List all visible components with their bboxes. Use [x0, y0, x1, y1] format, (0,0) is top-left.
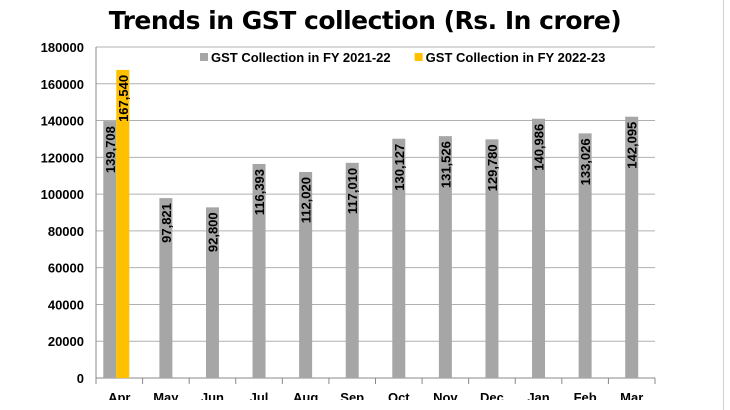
bar-fy2021-22-jan: [532, 118, 546, 379]
bar-fy2021-22-aug: [299, 172, 313, 378]
y-tick-label: 120000: [41, 150, 84, 165]
data-label: 130,127: [392, 144, 407, 191]
chart-title: Trends in GST collection (Rs. In crore): [108, 6, 622, 35]
x-tick-label: Aug: [293, 390, 318, 400]
bar-fy2021-22-nov: [438, 136, 452, 378]
legend-label: GST Collection in FY 2022-23: [426, 50, 606, 65]
data-label: 129,780: [485, 144, 500, 191]
bar-chart: 0 20000 40000 60000 80000 100000 120000 140000 1…: [41, 40, 656, 400]
bar-fy2021-22-feb: [578, 133, 592, 378]
data-label: 167,540: [116, 75, 131, 122]
data-label: 131,526: [438, 141, 453, 188]
x-tick-label: Nov: [433, 390, 458, 400]
y-tick-label: 60000: [48, 261, 84, 276]
bar-fy2022-23-apr: [116, 69, 130, 379]
x-tick-label: Sep: [340, 390, 364, 400]
legend-swatch: [200, 53, 208, 61]
y-tick-label: 40000: [48, 297, 84, 312]
y-tick-label: 100000: [41, 187, 84, 202]
bar-fy2021-22-sep: [345, 162, 359, 378]
y-tick-label: 0: [77, 371, 84, 386]
data-label: 139,708: [103, 126, 118, 173]
bar-fy2021-22-oct: [392, 138, 406, 378]
x-tick-label: Feb: [574, 390, 597, 400]
y-tick-label: 160000: [41, 77, 84, 92]
x-tick-label: Apr: [108, 390, 130, 400]
bar-fy2021-22-jun: [205, 207, 219, 378]
legend-swatch: [414, 53, 423, 61]
y-tick-label: 140000: [41, 114, 84, 129]
y-tick-label: 80000: [48, 224, 84, 239]
bar-fy2021-22-may: [159, 198, 173, 378]
data-label: 92,800: [205, 212, 220, 252]
x-tick-label: Jul: [250, 390, 269, 400]
y-tick-label: 20000: [48, 334, 84, 349]
bar-fy2021-22-dec: [485, 139, 499, 378]
x-tick-label: Mar: [620, 390, 643, 400]
data-label: 142,095: [625, 122, 640, 169]
x-tick-label: Jun: [201, 390, 224, 400]
data-label: 117,010: [345, 168, 360, 214]
y-tick-label: 180000: [41, 40, 84, 55]
x-tick-label: May: [153, 390, 179, 400]
bar-fy2021-22-apr: [103, 121, 117, 378]
data-label: 112,020: [299, 177, 314, 223]
bar-fy2021-22-jul: [252, 163, 266, 378]
legend-label: GST Collection in FY 2021-22: [211, 50, 391, 65]
data-label: 97,821: [159, 203, 174, 243]
bar-fy2021-22-mar: [625, 116, 639, 378]
x-tick-label: Dec: [480, 390, 504, 400]
x-tick-label: Jan: [527, 390, 549, 400]
data-label: 116,393: [252, 169, 267, 215]
x-tick-label: Oct: [388, 390, 410, 400]
data-label: 140,986: [532, 124, 547, 171]
data-label: 133,026: [578, 138, 593, 185]
